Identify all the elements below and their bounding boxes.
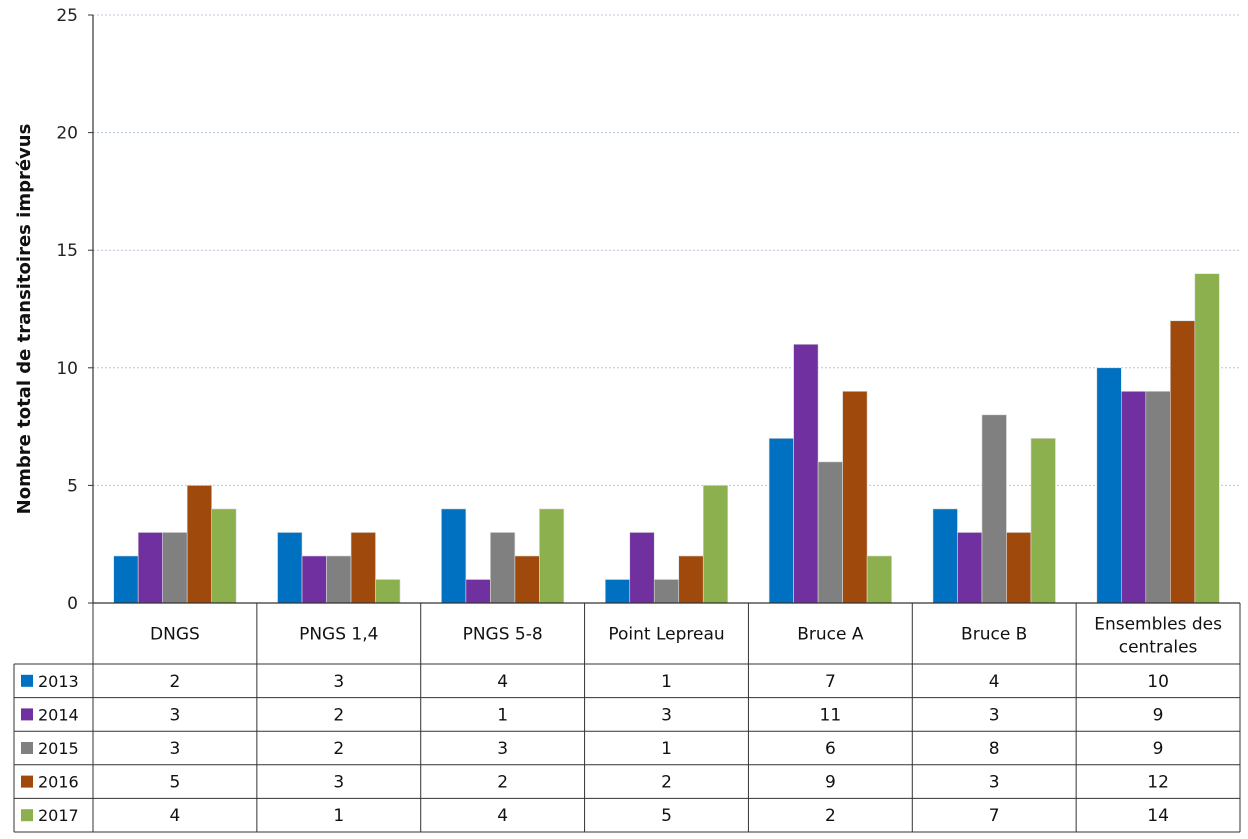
table-cell-value: 3: [989, 705, 1000, 725]
y-axis-label: Nombre total de transitoires imprévus: [14, 124, 35, 515]
table-cell-value: 3: [170, 739, 181, 759]
bar-2016-6: [1170, 320, 1196, 604]
table-cell-value: 2: [333, 705, 344, 725]
table-cell-value: 3: [333, 672, 344, 692]
bar-2015-5: [981, 414, 1007, 604]
category-label: DNGS: [150, 625, 200, 645]
bar-2013-6: [1096, 367, 1122, 604]
category-label: Bruce B: [961, 625, 1027, 645]
table-cell-value: 6: [825, 739, 836, 759]
legend-swatch-2013: [21, 674, 33, 687]
table-cell-value: 9: [825, 773, 836, 793]
y-tick-label: 25: [56, 6, 78, 26]
bar-2014-6: [1121, 391, 1147, 604]
series-name: 2013: [38, 672, 79, 691]
bar-2015-1: [326, 555, 352, 604]
bars: [113, 273, 1220, 604]
bar-2017-2: [539, 508, 565, 604]
category-label: Ensembles des centrales: [1094, 615, 1222, 658]
bar-2017-1: [375, 579, 401, 604]
bar-2013-4: [768, 438, 794, 604]
table-cell-value: 1: [661, 672, 672, 692]
table-cell-value: 1: [661, 739, 672, 759]
table-cell-value: 4: [170, 806, 181, 826]
y-tick-label: 5: [67, 476, 78, 496]
bar-2013-2: [441, 508, 467, 604]
table-cell-value: 3: [170, 705, 181, 725]
bar-2017-4: [866, 555, 892, 604]
table-cell-value: 5: [661, 806, 672, 826]
table-cell-value: 3: [989, 773, 1000, 793]
axes: 0 5 10 15 20 25: [56, 6, 1240, 614]
category-label: Bruce A: [797, 625, 864, 645]
table-cell-value: 2: [170, 672, 181, 692]
bar-2017-0: [211, 508, 237, 604]
y-tick-label: 20: [56, 124, 78, 144]
bar-2013-1: [277, 532, 303, 604]
table-cell-value: 11: [820, 705, 842, 725]
bar-2016-0: [186, 485, 212, 604]
table-cell-value: 4: [497, 806, 508, 826]
table-cell-value: 3: [661, 705, 672, 725]
bar-2013-5: [932, 508, 958, 604]
bar-2016-4: [842, 391, 868, 604]
table-cell-value: 4: [497, 672, 508, 692]
legend-swatch-2014: [21, 708, 33, 721]
table-cell-value: 7: [989, 806, 1000, 826]
y-tick-label: 15: [56, 241, 78, 261]
table-cell-value: 8: [989, 739, 1000, 759]
category-label: Point Lepreau: [608, 625, 724, 645]
table-cell-value: 2: [333, 739, 344, 759]
category-label: PNGS 5-8: [463, 625, 543, 645]
gridlines: [93, 14, 1240, 486]
series-name: 2016: [38, 773, 79, 792]
table-cell-value: 9: [1153, 705, 1164, 725]
bar-2017-6: [1194, 273, 1220, 604]
y-tick-label: 10: [56, 359, 78, 379]
table-cell-value: 2: [497, 773, 508, 793]
bar-2014-0: [137, 532, 163, 604]
series-name: 2017: [38, 806, 79, 825]
table-cell-value: 3: [497, 739, 508, 759]
table-cell-value: 12: [1147, 773, 1169, 793]
table-cell-value: 10: [1147, 672, 1169, 692]
bar-2015-0: [162, 532, 188, 604]
bar-2017-5: [1030, 438, 1056, 604]
bar-2016-2: [514, 555, 540, 604]
bar-2015-4: [817, 461, 843, 604]
table-cell-value: 2: [825, 806, 836, 826]
bar-2015-6: [1145, 391, 1171, 604]
series-name: 2015: [38, 739, 79, 758]
series-name: 2014: [38, 705, 79, 724]
table-cell-value: 14: [1147, 806, 1169, 826]
legend-swatch-2016: [21, 775, 33, 788]
bar-2017-3: [702, 485, 729, 604]
table-cell-value: 4: [989, 672, 1000, 692]
bar-2014-1: [301, 555, 327, 604]
bar-2015-2: [490, 532, 516, 604]
bar-2014-2: [465, 579, 491, 604]
bar-2015-3: [653, 579, 680, 604]
bar-2016-5: [1006, 532, 1032, 604]
table-cell-value: 1: [497, 705, 508, 725]
legend-swatch-2017: [21, 809, 33, 822]
y-tick-label: 0: [67, 594, 78, 614]
bar-2016-3: [678, 555, 704, 604]
bar-2013-0: [113, 555, 139, 604]
table-cell-value: 9: [1153, 739, 1164, 759]
table-cell-value: 3: [333, 773, 344, 793]
bar-2016-1: [350, 532, 376, 604]
category-label: PNGS 1,4: [299, 625, 378, 645]
table-cell-value: 2: [661, 773, 672, 793]
bar-2014-3: [629, 532, 655, 604]
bar-2014-4: [793, 343, 819, 604]
table-cell-value: 1: [333, 806, 344, 826]
bar-2013-3: [604, 579, 631, 604]
table-cell-value: 7: [825, 672, 836, 692]
table-cell-value: 5: [170, 773, 181, 793]
bar-2014-5: [957, 532, 983, 604]
legend-swatch-2015: [21, 742, 33, 754]
data-table: DNGS PNGS 1,4 PNGS 5-8 Point Lepreau Bruce A…: [13, 603, 1241, 833]
